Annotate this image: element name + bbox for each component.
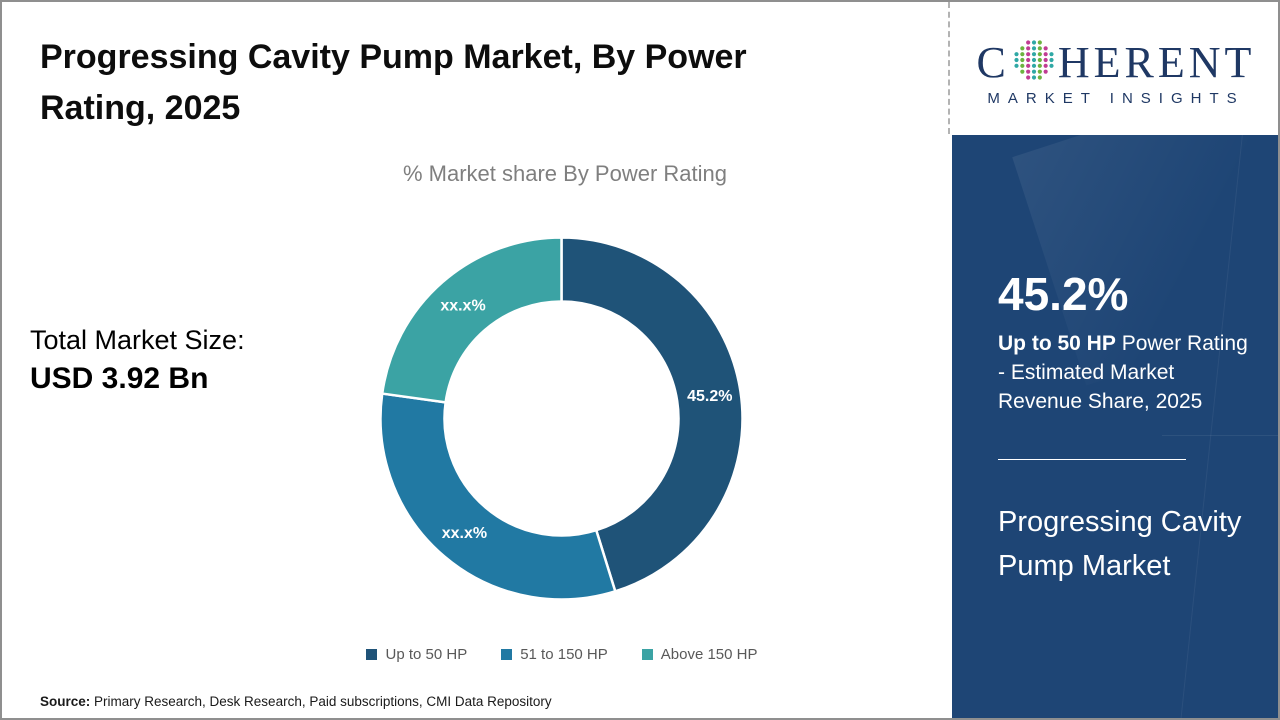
source-text: Primary Research, Desk Research, Paid su… — [90, 694, 552, 709]
highlight-description: Up to 50 HP Power Rating - Estimated Mar… — [998, 330, 1256, 417]
panel-map-line — [1162, 435, 1278, 436]
logo-subtitle: MARKET INSIGHTS — [987, 89, 1245, 107]
legend-label: 51 to 150 HP — [520, 646, 608, 663]
coherent-logo: C HERENT MARKET INSIGHTS — [950, 2, 1278, 135]
chart-legend: Up to 50 HP 51 to 150 HP Above 150 HP — [202, 646, 922, 663]
source-line: Source: Primary Research, Desk Research,… — [40, 694, 552, 709]
legend-item: Up to 50 HP — [366, 646, 467, 663]
highlight-percentage: 45.2% — [998, 268, 1129, 320]
panel-market-title: Progressing Cavity Pump Market — [998, 505, 1242, 583]
legend-swatch — [501, 649, 513, 660]
chart-title: % Market share By Power Rating — [402, 161, 728, 186]
legend-item: Above 150 HP — [641, 646, 758, 663]
panel-map-line — [1180, 135, 1243, 718]
page-title: Progressing Cavity Pump Market, By Power… — [40, 38, 747, 127]
donut-segment-0 — [560, 236, 744, 593]
total-market-size: Total Market Size: USD 3.92 Bn — [30, 325, 245, 396]
donut-segment-label: xx.x% — [440, 297, 485, 314]
donut-segment-label: 45.2% — [687, 388, 732, 405]
logo-suffix: HERENT — [1057, 37, 1256, 87]
highlight-description-rest: Power Rating - Estimated Market Revenue … — [998, 331, 1248, 413]
total-market-size-label: Total Market Size: — [30, 325, 245, 355]
donut-segment-label: xx.x% — [442, 525, 487, 542]
donut-segment-2 — [380, 236, 563, 404]
donut-chart-svg: 45.2% xx.x% xx.x% — [379, 236, 744, 601]
legend-label: Above 150 HP — [660, 646, 758, 663]
total-market-size-value: USD 3.92 Bn — [30, 362, 209, 395]
legend-label: Up to 50 HP — [385, 646, 468, 663]
coherent-globe-icon — [1014, 40, 1054, 80]
legend-item: 51 to 150 HP — [501, 646, 608, 663]
source-label: Source: — [40, 694, 91, 709]
highlight-panel: 45.2% Up to 50 HP Power Rating - Estimat… — [952, 135, 1278, 718]
legend-swatch — [641, 649, 653, 660]
logo-prefix: C — [976, 37, 1010, 87]
highlight-segment-name: Up to 50 HP — [998, 331, 1116, 355]
donut-chart: 45.2% xx.x% xx.x% — [378, 235, 745, 607]
legend-swatch — [366, 649, 378, 660]
panel-divider — [998, 458, 1186, 460]
vertical-dashed-divider — [948, 2, 950, 134]
logo-wordmark: C HERENT — [977, 37, 1256, 88]
donut-segment-1 — [379, 392, 617, 601]
